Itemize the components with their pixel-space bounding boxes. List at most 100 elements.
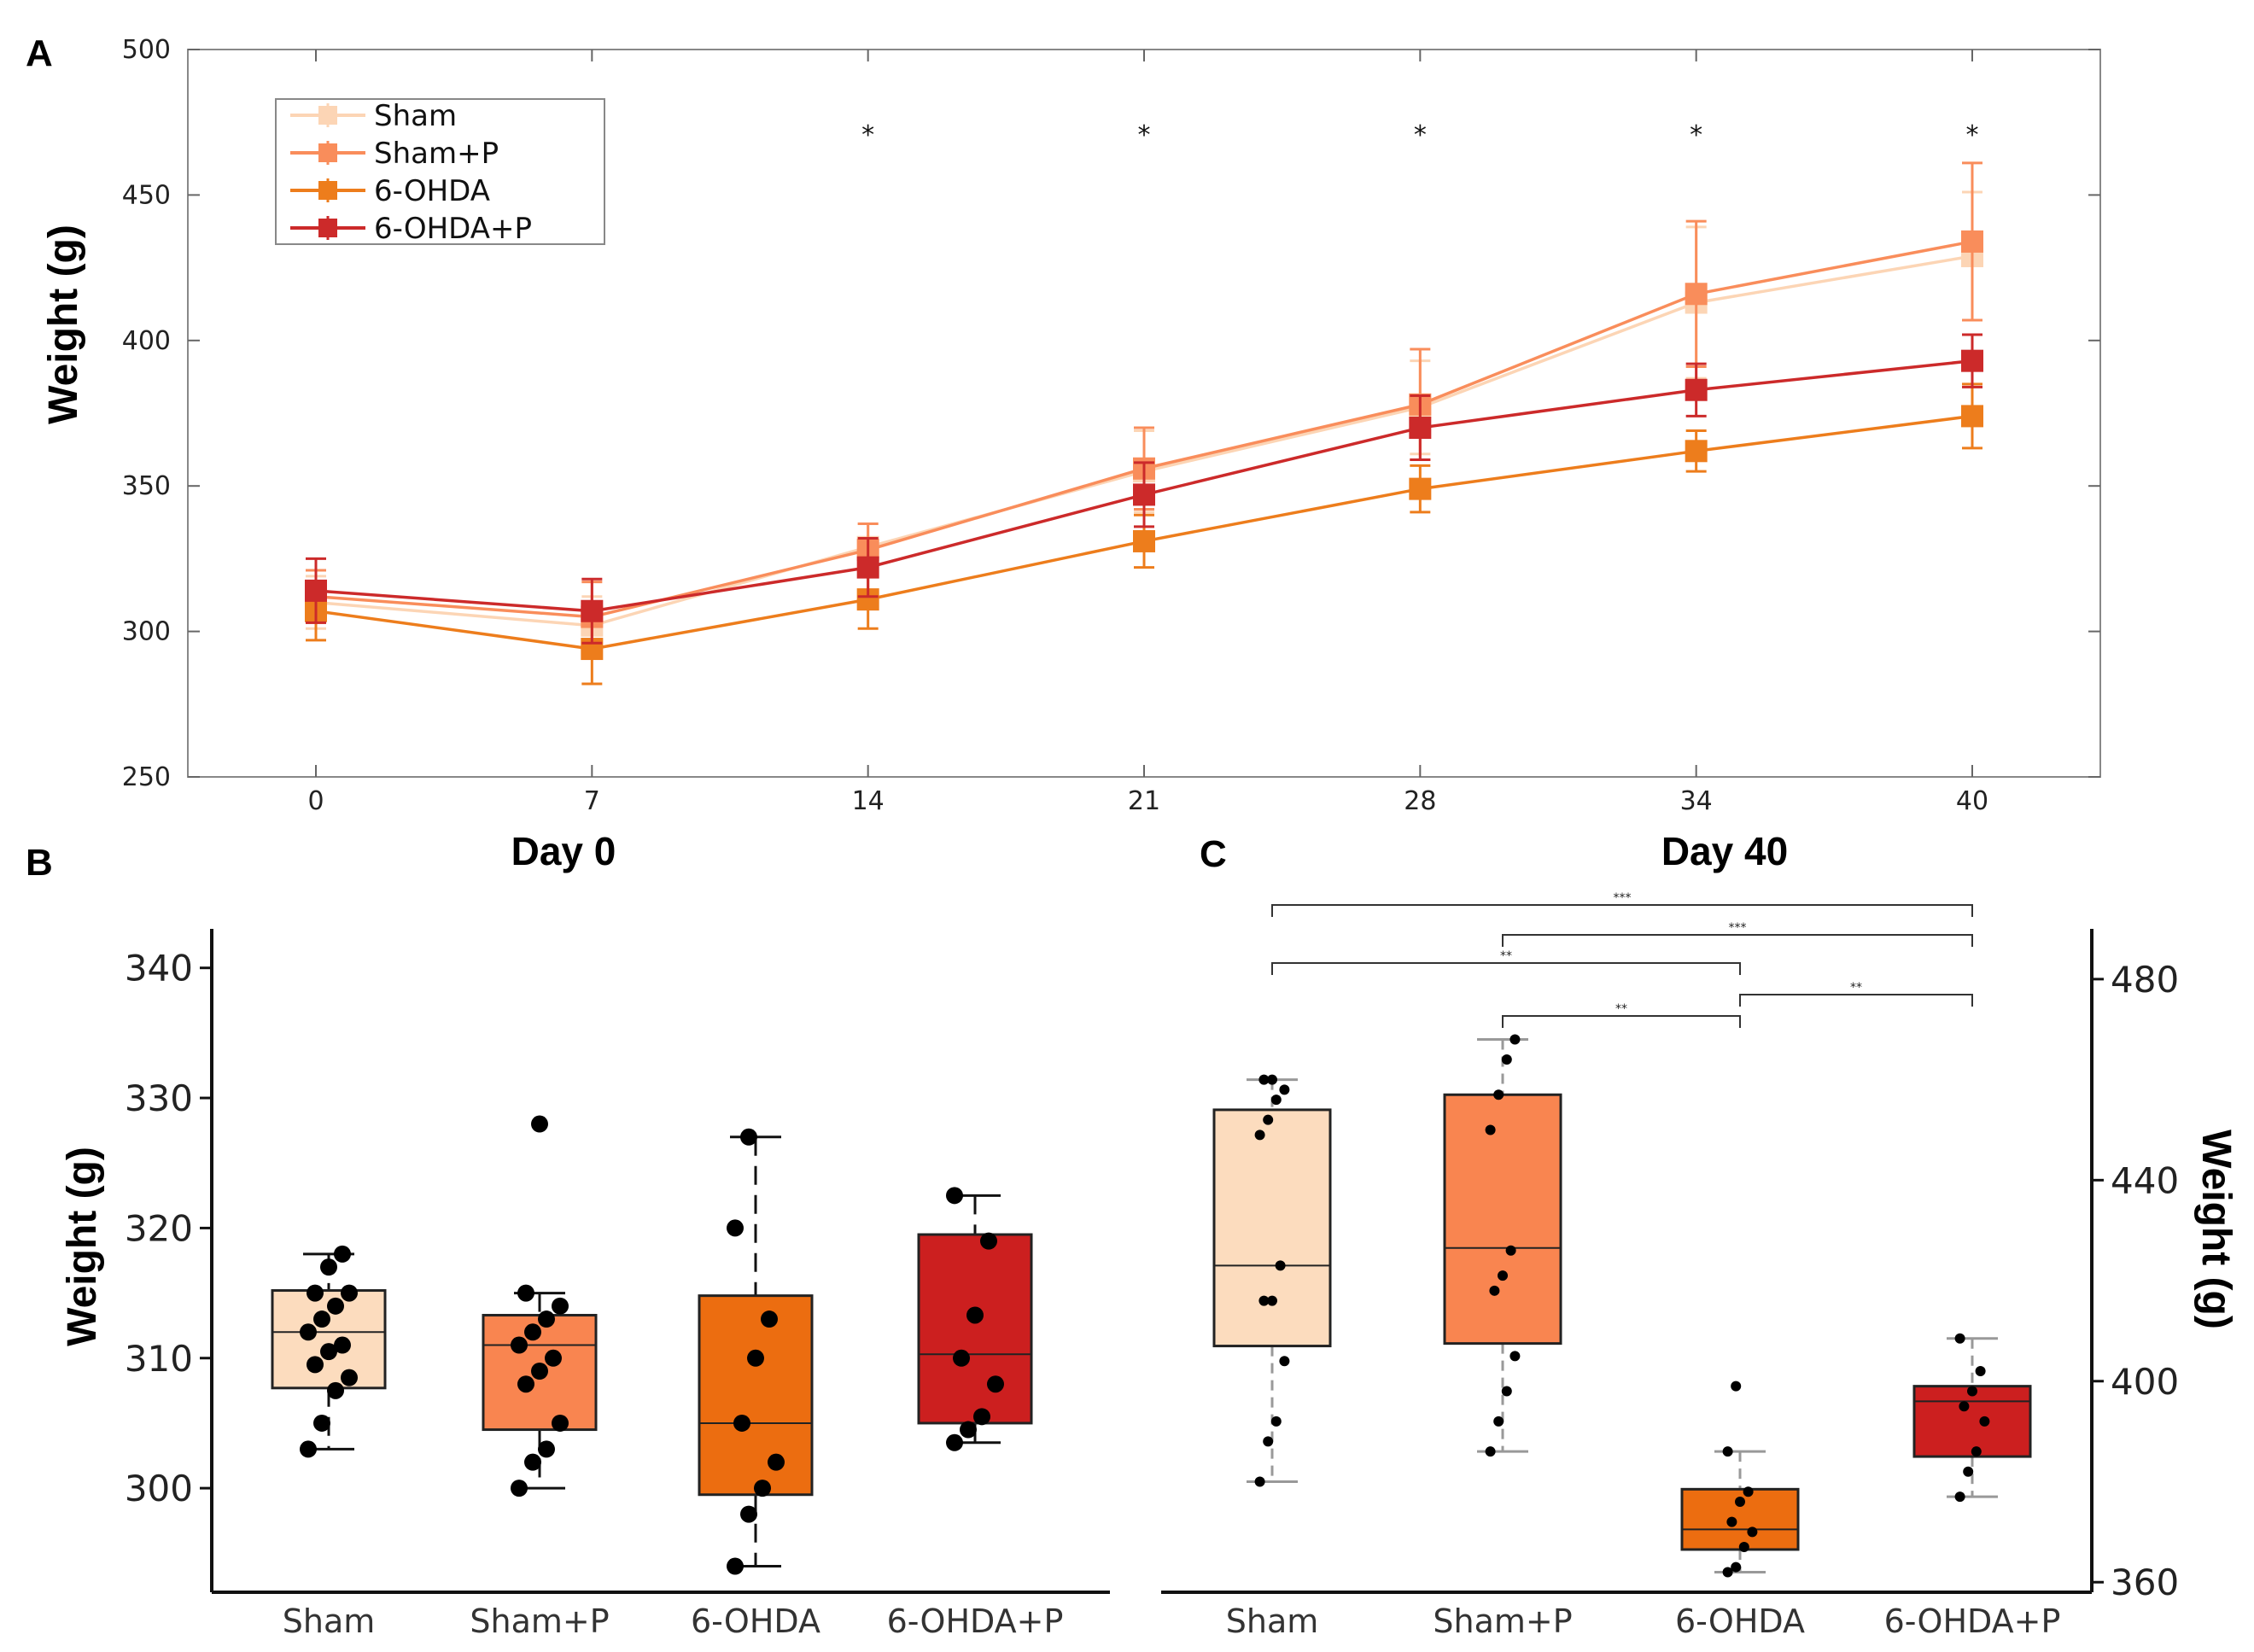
data-point (1489, 1285, 1500, 1296)
legend-marker (318, 106, 337, 125)
data-point (1967, 1386, 1977, 1397)
data-point (1493, 1416, 1504, 1427)
a-ytick-label: 450 (122, 180, 171, 210)
bracket-label: *** (1729, 921, 1747, 935)
data-point (973, 1408, 990, 1426)
data-point (524, 1323, 541, 1341)
data-point (1409, 477, 1432, 500)
significance-bracket: ** (1739, 981, 1973, 1007)
data-point (1961, 405, 1983, 428)
category-label: Sham+P (470, 1602, 609, 1640)
bracket-label: ** (1615, 1002, 1627, 1016)
box-sham: Sham (1212, 1074, 1332, 1640)
data-point (320, 1343, 337, 1361)
data-point (1267, 1074, 1277, 1085)
category-label: 6-OHDA (1675, 1602, 1805, 1640)
data-point (1979, 1416, 1990, 1427)
significance-star: * (1966, 120, 1979, 150)
data-point (552, 1414, 569, 1432)
box-iqr (698, 1294, 814, 1497)
panel-b-box-plot: 300 310 320 330 340 Sham Sham+P 6-OHDA 6-OHDA+P (125, 929, 1110, 1640)
bracket-line (1502, 934, 1973, 947)
legend-marker (318, 219, 337, 237)
bracket-line (1739, 994, 1973, 1007)
series-sham (305, 190, 1983, 657)
data-point (1722, 1567, 1733, 1578)
panel-c-significance: ************ (1271, 891, 1973, 1028)
data-point (946, 1433, 963, 1451)
significance-star: * (1690, 120, 1702, 150)
panel-c-boxes: Sham Sham+P 6-OHDA 6-OHDA+P (1212, 1034, 2060, 1640)
data-point (581, 599, 604, 622)
data-point (531, 1115, 548, 1133)
data-point (1254, 1130, 1265, 1141)
data-point (980, 1232, 997, 1250)
data-point (1493, 1089, 1504, 1100)
data-point (1685, 378, 1708, 401)
box-6-ohda: 6-OHDA (691, 1128, 820, 1640)
data-point (313, 1414, 330, 1432)
data-point (1275, 1260, 1286, 1271)
bracket-line (1271, 904, 1973, 917)
data-point (733, 1414, 750, 1432)
panel-a-series (305, 161, 1983, 686)
ytick-label: 400 (2111, 1361, 2179, 1403)
data-point (1258, 1295, 1270, 1306)
a-xtick-label: 40 (1956, 786, 1988, 816)
data-point (531, 1363, 548, 1380)
panel-a-ylabel: Weight (g) (41, 225, 86, 424)
data-point (300, 1440, 317, 1458)
category-label: 6-OHDA (691, 1602, 820, 1640)
box-iqr (1912, 1385, 2032, 1458)
panel-b-ylabel: Weight (g) (60, 1147, 105, 1346)
data-point (747, 1349, 764, 1367)
data-point (1963, 1466, 1974, 1477)
box-iqr (1443, 1093, 1562, 1346)
data-point (1959, 1401, 1970, 1412)
ytick-label: 440 (2111, 1159, 2179, 1201)
data-point (1485, 1124, 1496, 1135)
category-label: Sham (1226, 1602, 1319, 1640)
data-point (1954, 1333, 1965, 1344)
data-point (1738, 1542, 1749, 1553)
significance-bracket: ** (1502, 1002, 1741, 1028)
data-point (966, 1306, 984, 1324)
data-point (1731, 1381, 1742, 1392)
panel-c-letter: C (1200, 833, 1227, 875)
category-label: 6-OHDA+P (887, 1602, 1064, 1640)
category-label: Sham (283, 1602, 376, 1640)
a-xtick-label: 34 (1680, 786, 1713, 816)
data-point (1509, 1351, 1521, 1362)
panel-c-title: Day 40 (1661, 829, 1788, 873)
significance-bracket: ** (1271, 949, 1741, 975)
data-point (341, 1369, 358, 1386)
a-xtick-label: 28 (1404, 786, 1436, 816)
data-point (307, 1356, 324, 1374)
panel-a-legend: Sham Sham+P6-OHDA 6-OHDA+P (275, 98, 605, 246)
data-point (1501, 1054, 1512, 1065)
box-iqr (917, 1233, 1033, 1425)
significance-bracket: *** (1271, 891, 1973, 917)
data-point (1747, 1526, 1758, 1538)
significance-star: * (861, 120, 874, 150)
panel-c-ylabel: Weight (g) (2193, 1130, 2239, 1329)
data-point (320, 1258, 337, 1276)
data-point (524, 1453, 541, 1471)
bracket-line (1271, 962, 1741, 975)
data-point (727, 1219, 744, 1237)
series-6-ohda-p (305, 333, 1983, 645)
panel-a-ticks: 250 300 350 400 450 500 0 7 14 21 28 34 40 (122, 35, 2100, 816)
data-point (1971, 1446, 1982, 1457)
data-point (538, 1440, 555, 1458)
data-point (1954, 1491, 1965, 1503)
data-point (1409, 417, 1432, 440)
data-point (327, 1297, 344, 1315)
data-point (740, 1505, 757, 1523)
data-point (552, 1297, 569, 1315)
data-point (1270, 1416, 1282, 1427)
box-sham-p: Sham+P (470, 1115, 610, 1640)
bracket-label: ** (1850, 981, 1862, 995)
data-point (1498, 1270, 1508, 1281)
panel-a-significance: * * * * * (861, 120, 1978, 150)
